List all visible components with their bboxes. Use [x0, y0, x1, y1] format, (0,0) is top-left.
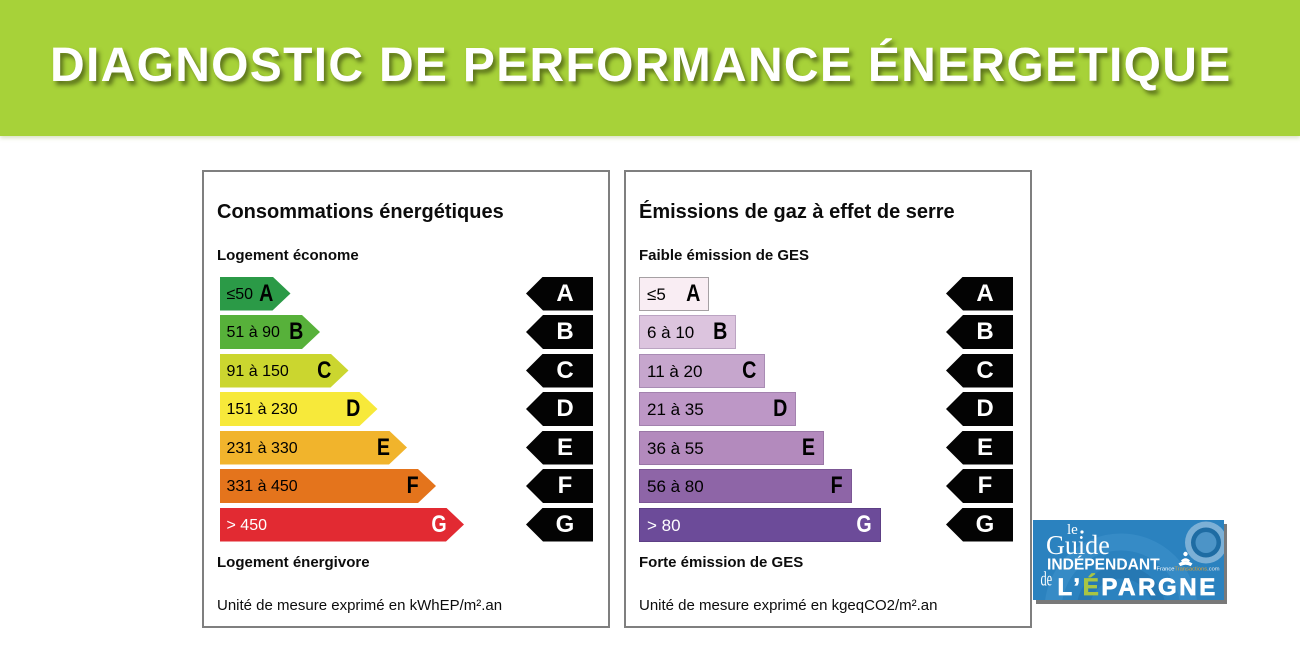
svg-text:INDÉPENDANT: INDÉPENDANT — [1047, 555, 1160, 574]
svg-text:le: le — [1067, 522, 1078, 538]
svg-text:de: de — [1041, 567, 1053, 590]
svg-text:L’ÉPARGNE: L’ÉPARGNE — [1058, 573, 1218, 601]
svg-text:Guide: Guide — [1046, 529, 1110, 560]
svg-text:FranceTransactions.com: FranceTransactions.com — [1157, 567, 1220, 573]
